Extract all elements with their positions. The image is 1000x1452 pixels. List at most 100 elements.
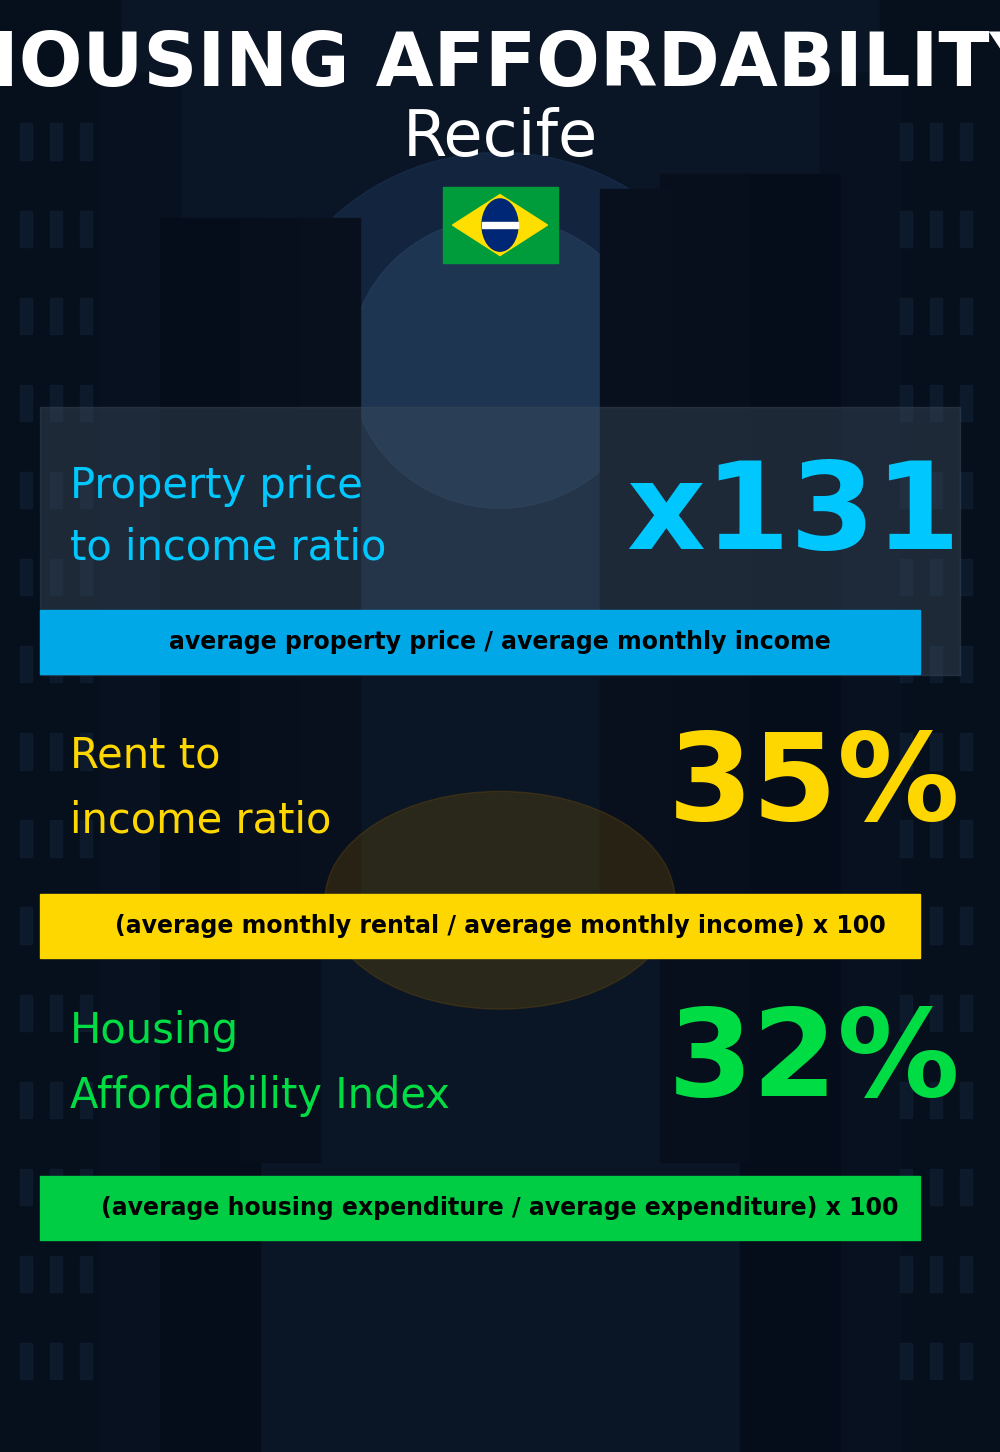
Bar [900,211,912,247]
Bar [50,559,62,595]
Text: (average monthly rental / average monthly income) x 100: (average monthly rental / average monthl… [115,915,885,938]
Bar [900,559,912,595]
Bar [960,559,972,595]
Bar [80,472,92,508]
Ellipse shape [250,152,750,661]
Ellipse shape [350,218,650,508]
Bar [900,385,912,421]
Bar [20,1256,32,1292]
Bar [80,646,92,682]
Bar [930,472,942,508]
Bar [960,385,972,421]
Bar [40,610,920,674]
Text: 32%: 32% [667,1005,960,1121]
Text: Recife: Recife [402,107,598,168]
Ellipse shape [325,791,675,1009]
Bar [50,211,62,247]
Bar [960,820,972,857]
Bar [80,995,92,1031]
Bar [80,1082,92,1118]
Bar [900,298,912,334]
Bar [50,646,62,682]
Bar [20,211,32,247]
Bar [0,0,120,1452]
Bar [20,908,32,944]
Bar [960,1343,972,1379]
Bar [20,559,32,595]
Bar [930,298,942,334]
Bar [900,820,912,857]
Bar [740,174,840,1452]
Bar [20,820,32,857]
Text: Housing: Housing [70,1011,239,1051]
Bar [442,187,558,263]
Bar [20,733,32,770]
Bar [960,472,972,508]
Bar [930,1256,942,1292]
Bar [20,1082,32,1118]
Bar [820,73,900,1452]
Bar [50,908,62,944]
Bar [900,995,912,1031]
Bar [900,1343,912,1379]
Bar [20,1343,32,1379]
Text: Rent to: Rent to [70,735,220,775]
Bar [960,123,972,160]
Text: x131: x131 [626,457,960,574]
Bar [930,211,942,247]
Bar [900,908,912,944]
Bar [960,908,972,944]
Bar [20,298,32,334]
Bar [80,1169,92,1205]
Bar [240,218,320,1162]
Text: (average housing expenditure / average expenditure) x 100: (average housing expenditure / average e… [101,1196,899,1220]
Bar [20,646,32,682]
Bar [900,1169,912,1205]
Bar [960,995,972,1031]
Bar [40,894,920,958]
Bar [80,211,92,247]
Bar [50,123,62,160]
Bar [930,908,942,944]
Bar [20,1169,32,1205]
Bar [50,298,62,334]
Bar [960,646,972,682]
Bar [20,995,32,1031]
Text: HOUSING AFFORDABILITY: HOUSING AFFORDABILITY [0,29,1000,102]
Bar [930,1169,942,1205]
Text: income ratio: income ratio [70,800,331,841]
Bar [50,1343,62,1379]
Circle shape [482,199,518,251]
Bar [960,733,972,770]
Bar [930,995,942,1031]
Bar [50,472,62,508]
Bar [660,174,750,1162]
Bar [930,559,942,595]
Bar [80,733,92,770]
Bar [80,820,92,857]
Polygon shape [452,195,548,256]
Bar [930,820,942,857]
Bar [80,385,92,421]
Bar [960,1256,972,1292]
Bar [160,218,260,1452]
Bar [900,123,912,160]
Bar [50,995,62,1031]
Text: Affordability Index: Affordability Index [70,1076,450,1117]
Text: 35%: 35% [667,729,960,845]
Bar [960,298,972,334]
Bar [930,646,942,682]
Bar [20,385,32,421]
Bar [80,559,92,595]
Bar [80,1343,92,1379]
Bar [900,646,912,682]
Bar [930,1082,942,1118]
Bar [50,1082,62,1118]
Bar [960,1169,972,1205]
Bar [50,1256,62,1292]
Bar [80,298,92,334]
Text: to income ratio: to income ratio [70,527,386,568]
Bar [600,189,670,944]
Bar [900,1256,912,1292]
Bar [930,1343,942,1379]
